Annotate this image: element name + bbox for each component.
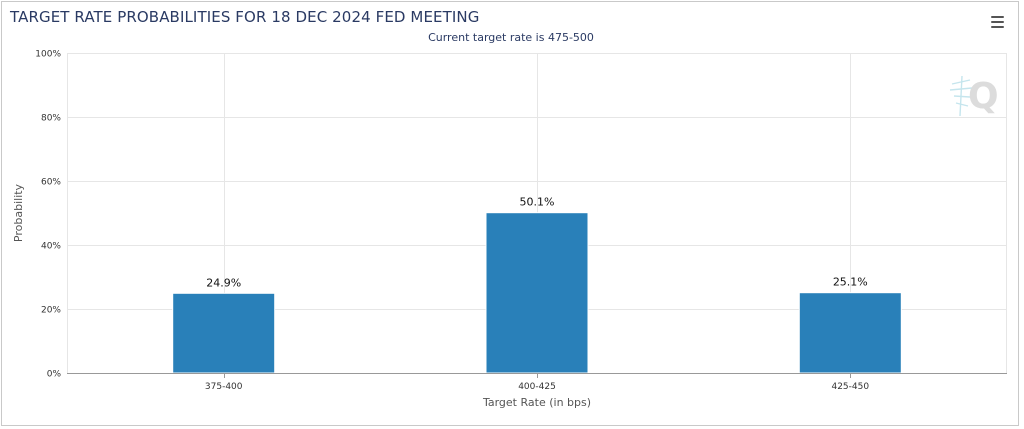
y-axis-title: Probability bbox=[12, 183, 25, 242]
x-axis-title: Target Rate (in bps) bbox=[482, 396, 591, 409]
data-label-375-400: 24.9% bbox=[206, 276, 241, 289]
y-tick-label: 100% bbox=[35, 50, 61, 60]
y-axis-ticks: 0% 20% 40% 60% 80% 100% bbox=[35, 50, 61, 380]
chart-subtitle: Current target rate is 475-500 bbox=[428, 31, 594, 44]
bar-375-400 bbox=[172, 292, 276, 374]
bars bbox=[172, 212, 902, 374]
data-label-425-450: 25.1% bbox=[833, 276, 868, 289]
x-tick-label-400-425: 400-425 bbox=[518, 382, 556, 392]
y-tick-label: 40% bbox=[41, 242, 61, 252]
q-logo-icon: Q bbox=[949, 75, 999, 117]
y-tick-label: 80% bbox=[41, 114, 61, 124]
y-tick-label: 20% bbox=[41, 306, 61, 316]
x-tick-label-375-400: 375-400 bbox=[205, 382, 243, 392]
bar-425-450 bbox=[798, 292, 902, 374]
data-labels: 24.9% 50.1% 25.1% bbox=[206, 196, 868, 290]
svg-text:Q: Q bbox=[968, 76, 999, 117]
bar-400-425 bbox=[485, 212, 589, 374]
hamburger-menu-icon[interactable] bbox=[990, 16, 1006, 30]
y-tick-label: 60% bbox=[41, 178, 61, 188]
data-label-400-425: 50.1% bbox=[520, 196, 555, 209]
chart-title: TARGET RATE PROBABILITIES FOR 18 DEC 202… bbox=[10, 8, 480, 26]
x-tick-label-425-450: 425-450 bbox=[831, 382, 869, 392]
y-tick-label: 0% bbox=[47, 370, 62, 380]
x-axis-ticks: 375-400 400-425 425-450 bbox=[67, 373, 1007, 392]
